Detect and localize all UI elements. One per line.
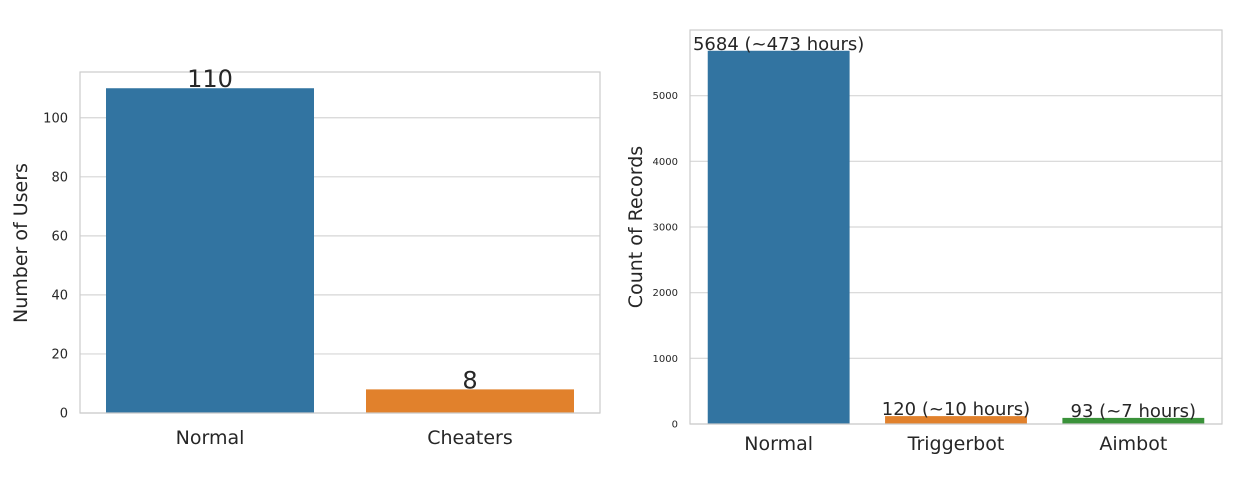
left-y-tick-label: 40 xyxy=(51,288,68,303)
right-data-label: 5684 (~473 hours) xyxy=(693,34,864,55)
right-category-label: Normal xyxy=(744,433,813,455)
left-bar-cheaters xyxy=(366,389,574,413)
right-data-label: 120 (~10 hours) xyxy=(882,399,1030,420)
left-y-tick-label: 100 xyxy=(43,111,68,126)
right-y-tick-label: 4000 xyxy=(653,157,678,168)
left-data-label: 110 xyxy=(187,65,233,93)
left-data-labels: 110 8 xyxy=(187,65,478,394)
left-bar-normal xyxy=(106,88,314,413)
right-y-axis-label: Count of Records xyxy=(625,146,647,308)
right-y-tick-labels: 0 1000 2000 3000 4000 5000 xyxy=(653,91,678,430)
chart-records-by-class: 0 1000 2000 3000 4000 5000 Normal Triggerbot Ai… xyxy=(625,29,1223,455)
right-y-tick-label: 2000 xyxy=(653,288,678,299)
right-category-label: Triggerbot xyxy=(907,433,1005,455)
right-category-label: Aimbot xyxy=(1099,433,1167,455)
right-y-tick-label: 3000 xyxy=(653,223,678,234)
right-category-labels: Normal Triggerbot Aimbot xyxy=(744,433,1167,455)
chart-users-by-class: 0 20 40 60 80 100 Normal Cheaters 110 8 Number … xyxy=(10,65,601,449)
left-y-tick-label: 20 xyxy=(51,348,68,363)
right-y-tick-label: 5000 xyxy=(653,91,678,102)
right-y-tick-label: 1000 xyxy=(653,354,678,365)
right-data-label: 93 (~7 hours) xyxy=(1071,401,1197,422)
left-y-tick-labels: 0 20 40 60 80 100 xyxy=(43,111,68,421)
left-data-label: 8 xyxy=(462,366,477,394)
right-bar-aimbot xyxy=(1062,417,1205,424)
left-y-tick-label: 0 xyxy=(60,407,68,422)
left-y-tick-label: 60 xyxy=(51,229,68,244)
right-plot-frame xyxy=(689,29,1223,425)
right-bar-normal xyxy=(707,50,850,424)
left-y-tick-label: 80 xyxy=(51,170,68,185)
right-bars xyxy=(707,50,1205,424)
left-y-axis-label: Number of Users xyxy=(10,163,32,323)
left-category-labels: Normal Cheaters xyxy=(176,427,513,449)
right-bar-triggerbot xyxy=(885,416,1027,424)
left-category-label: Normal xyxy=(176,427,245,449)
left-category-label: Cheaters xyxy=(427,427,513,449)
right-y-tick-label: 0 xyxy=(672,420,678,431)
left-plot-frame xyxy=(79,71,601,414)
left-bars xyxy=(106,88,574,413)
right-data-labels: 5684 (~473 hours) 120 (~10 hours) 93 (~7 h… xyxy=(693,34,1196,422)
